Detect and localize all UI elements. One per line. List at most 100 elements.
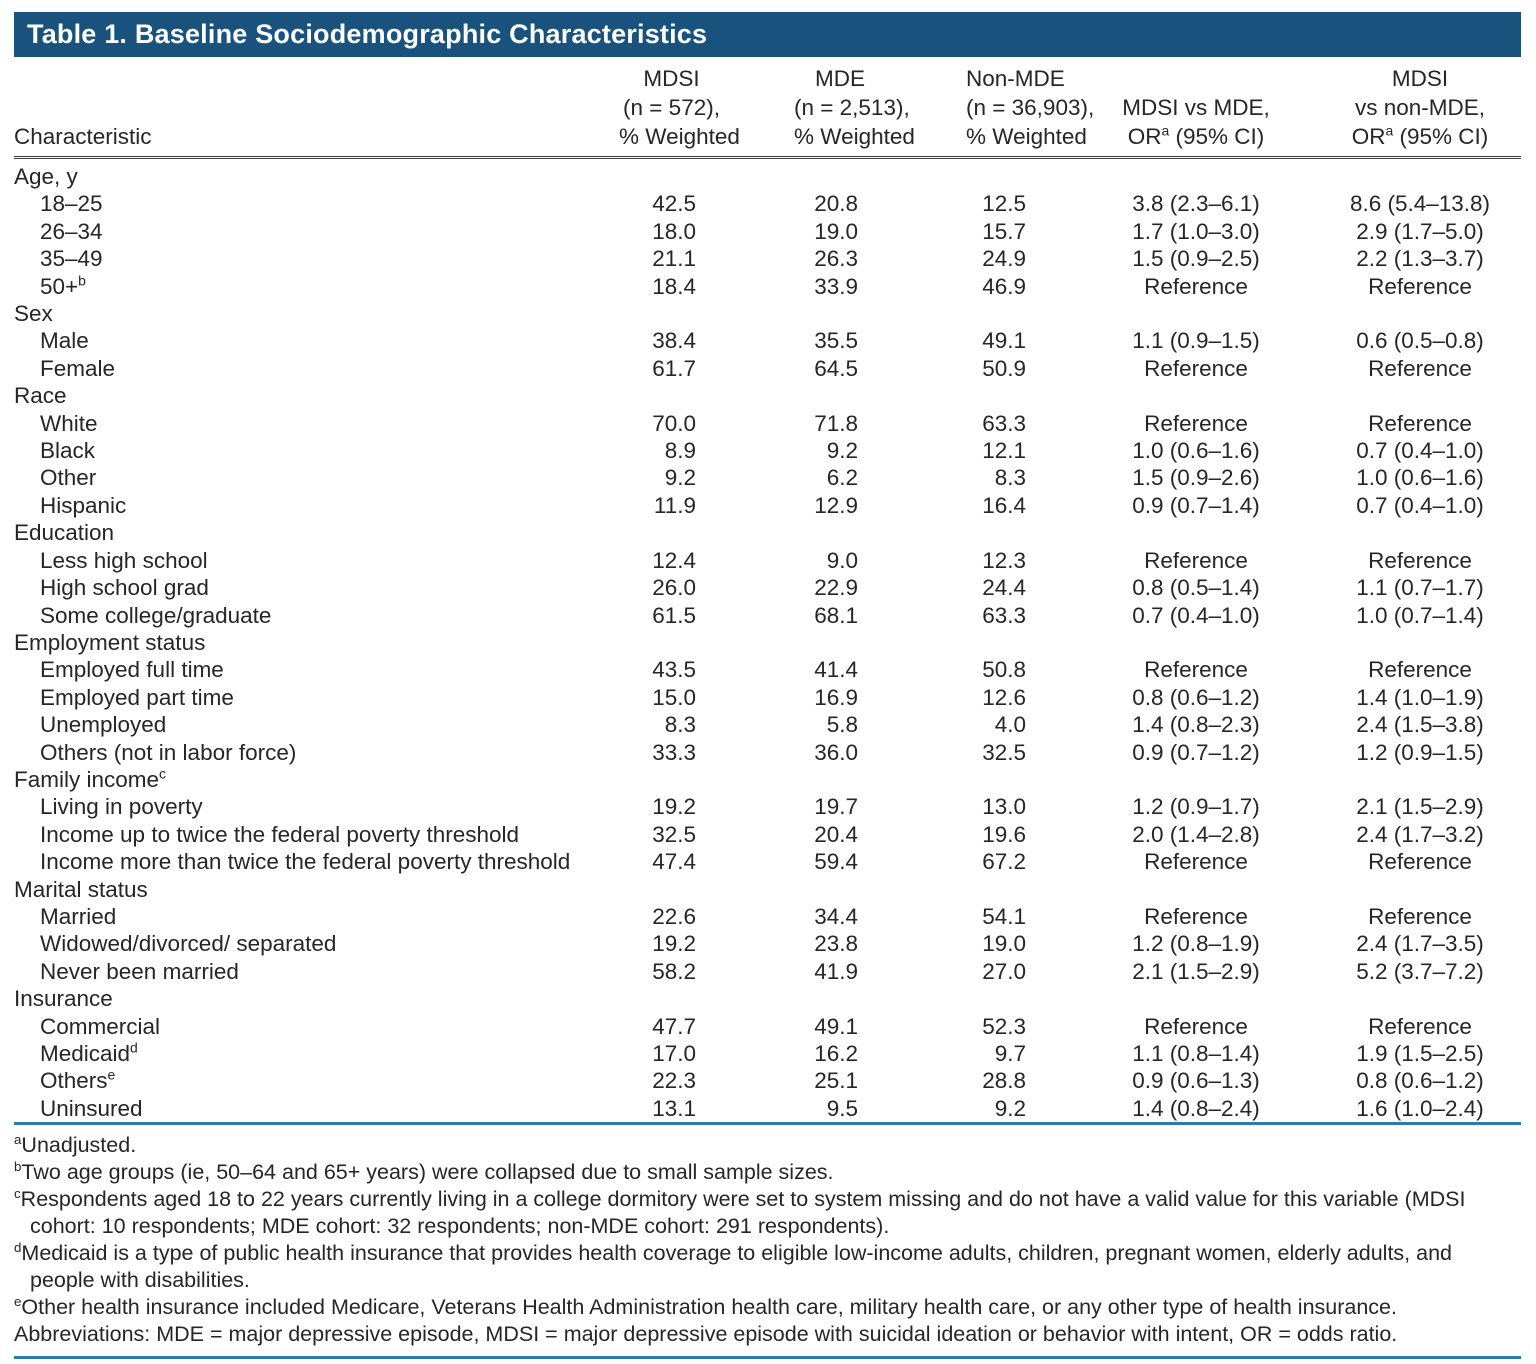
cell-non-mde: 63.3 xyxy=(982,410,1026,436)
table-row: Otherse 22.3 25.1 28.8 0.9 (0.6–1.3) 0.8 (0.6… xyxy=(14,1067,1521,1094)
table-row: Medicaidd 17.0 16.2 9.7 1.1 (0.8–1.4) 1.9 (1.… xyxy=(14,1040,1521,1067)
cell-mdsi: 8.3 xyxy=(664,712,696,738)
cell-or-mdsi-vs-mde: Reference xyxy=(1144,903,1248,929)
cell-non-mde: 50.9 xyxy=(982,355,1026,381)
cell-mde: 9.0 xyxy=(826,547,858,573)
cell-or-mdsi-vs-mde: 3.8 (2.3–6.1) xyxy=(1132,191,1260,217)
cell-mdsi: 22.6 xyxy=(652,903,696,929)
cell-mde: 26.3 xyxy=(814,246,858,272)
column-header-mdsi: MDSI (n = 572),% Weighted xyxy=(574,57,740,159)
empty-cell xyxy=(724,519,886,546)
cell-non-mde: 54.1 xyxy=(982,903,1026,929)
row-label: Other xyxy=(40,465,97,491)
empty-cell xyxy=(724,629,886,656)
cell-mde: 49.1 xyxy=(814,1013,858,1039)
empty-cell xyxy=(1054,766,1338,793)
cell-mde: 41.9 xyxy=(814,958,858,984)
empty-cell xyxy=(1338,876,1521,903)
cell-or-mdsi-vs-non-mde: 1.2 (0.9–1.5) xyxy=(1356,739,1484,765)
cell-or-mdsi-vs-non-mde: 1.6 (1.0–2.4) xyxy=(1356,1095,1484,1121)
empty-cell xyxy=(724,382,886,409)
cell-mdsi: 17.0 xyxy=(652,1041,696,1066)
cell-mdsi: 47.4 xyxy=(652,849,696,875)
cell-non-mde: 27.0 xyxy=(982,958,1026,984)
cell-mdsi: 18.0 xyxy=(652,218,696,244)
cell-mde: 41.4 xyxy=(814,657,858,683)
row-label: Commercial xyxy=(40,1013,161,1039)
cell-non-mde: 15.7 xyxy=(982,218,1026,244)
empty-cell xyxy=(574,766,724,793)
cell-mde: 33.9 xyxy=(814,273,858,299)
section-row: Race xyxy=(14,382,1521,409)
cell-non-mde: 12.1 xyxy=(982,438,1026,464)
cell-mde: 23.8 xyxy=(814,931,858,957)
cell-or-mdsi-vs-non-mde: Reference xyxy=(1368,1013,1472,1039)
cell-non-mde: 50.8 xyxy=(982,657,1026,683)
empty-cell xyxy=(1338,158,1521,191)
empty-cell xyxy=(1338,519,1521,546)
cell-mdsi: 61.5 xyxy=(652,602,696,628)
empty-cell xyxy=(1338,766,1521,793)
empty-cell xyxy=(574,629,724,656)
footnote-c: cRespondents aged 18 to 22 years current… xyxy=(14,1186,1466,1239)
cell-mdsi: 12.4 xyxy=(652,547,696,573)
cell-mdsi: 70.0 xyxy=(652,410,696,436)
sociodemographic-table: Characteristic MDSI (n = 572),% Weighted MD… xyxy=(14,57,1521,1125)
cell-or-mdsi-vs-mde: Reference xyxy=(1144,355,1248,381)
row-label: Medicaidd xyxy=(40,1039,138,1066)
table-header: Characteristic MDSI (n = 572),% Weighted MD… xyxy=(14,57,1521,159)
cell-or-mdsi-vs-mde: 1.5 (0.9–2.5) xyxy=(1132,246,1260,272)
cell-mde: 20.8 xyxy=(814,191,858,217)
empty-cell xyxy=(1054,519,1338,546)
table-row: Income more than twice the federal pover… xyxy=(14,848,1521,875)
table-title: Table 1. Baseline Sociodemographic Chara… xyxy=(14,12,1521,57)
empty-cell xyxy=(1338,985,1521,1012)
cell-or-mdsi-vs-mde: 1.1 (0.9–1.5) xyxy=(1132,328,1260,354)
section-row: Insurance xyxy=(14,985,1521,1012)
cell-mde: 64.5 xyxy=(814,355,858,381)
row-label: Unemployed xyxy=(40,712,167,738)
cell-or-mdsi-vs-mde: 1.4 (0.8–2.4) xyxy=(1132,1095,1260,1121)
cell-non-mde: 24.9 xyxy=(982,246,1026,272)
cell-or-mdsi-vs-mde: 0.8 (0.6–1.2) xyxy=(1132,684,1260,710)
empty-cell xyxy=(1054,629,1338,656)
footnote-b: bTwo age groups (ie, 50–64 and 65+ years… xyxy=(14,1159,834,1185)
empty-cell xyxy=(1054,382,1338,409)
table-row: Never been married 58.2 41.9 27.0 2.1 (1.5–2… xyxy=(14,958,1521,985)
column-header-mdsi-vs-mde: MDSI vs MDE, ORa (95% CI) xyxy=(1054,57,1338,159)
cell-or-mdsi-vs-mde: Reference xyxy=(1144,410,1248,436)
cell-or-mdsi-vs-non-mde: Reference xyxy=(1368,903,1472,929)
cell-or-mdsi-vs-non-mde: 2.2 (1.3–3.7) xyxy=(1356,246,1484,272)
cell-mde: 22.9 xyxy=(814,575,858,601)
cell-or-mdsi-vs-non-mde: 0.7 (0.4–1.0) xyxy=(1356,492,1484,518)
cell-mde: 20.4 xyxy=(814,821,858,847)
column-header-mdsi-vs-non-mde: MDSI vs non-MDE, ORa (95% CI) xyxy=(1338,57,1521,159)
table-row: Less high school 12.4 9.0 12.3 Reference Refe… xyxy=(14,547,1521,574)
section-label: Sex xyxy=(14,301,53,327)
cell-mde: 5.8 xyxy=(826,712,858,738)
empty-cell xyxy=(574,985,724,1012)
table-row: White 70.0 71.8 63.3 Reference Reference xyxy=(14,410,1521,437)
cell-non-mde: 28.8 xyxy=(982,1068,1026,1094)
cell-or-mdsi-vs-non-mde: Reference xyxy=(1368,547,1472,573)
cell-non-mde: 16.4 xyxy=(982,492,1026,518)
cell-mde: 34.4 xyxy=(814,903,858,929)
table-row: Black 8.9 9.2 12.1 1.0 (0.6–1.6) 0.7 (0.4–1.0… xyxy=(14,437,1521,464)
cell-mde: 25.1 xyxy=(814,1068,858,1094)
cell-mdsi: 61.7 xyxy=(652,355,696,381)
row-label: Male xyxy=(40,328,89,354)
section-row: Sex xyxy=(14,300,1521,327)
cell-mde: 36.0 xyxy=(814,739,858,765)
column-header-non-mde: Non-MDE (n = 36,903),% Weighted xyxy=(886,57,1094,159)
cell-or-mdsi-vs-non-mde: 2.4 (1.5–3.8) xyxy=(1356,712,1484,738)
cell-or-mdsi-vs-non-mde: Reference xyxy=(1368,355,1472,381)
empty-cell xyxy=(724,985,886,1012)
cell-non-mde: 67.2 xyxy=(982,849,1026,875)
cell-non-mde: 12.5 xyxy=(982,191,1026,217)
section-label: Employment status xyxy=(14,629,206,655)
empty-cell xyxy=(1338,629,1521,656)
table-row: Female 61.7 64.5 50.9 Reference Reference xyxy=(14,355,1521,382)
cell-mde: 35.5 xyxy=(814,328,858,354)
cell-or-mdsi-vs-mde: Reference xyxy=(1144,657,1248,683)
table-row: Widowed/divorced/ separated 19.2 23.8 19.0 1… xyxy=(14,930,1521,957)
